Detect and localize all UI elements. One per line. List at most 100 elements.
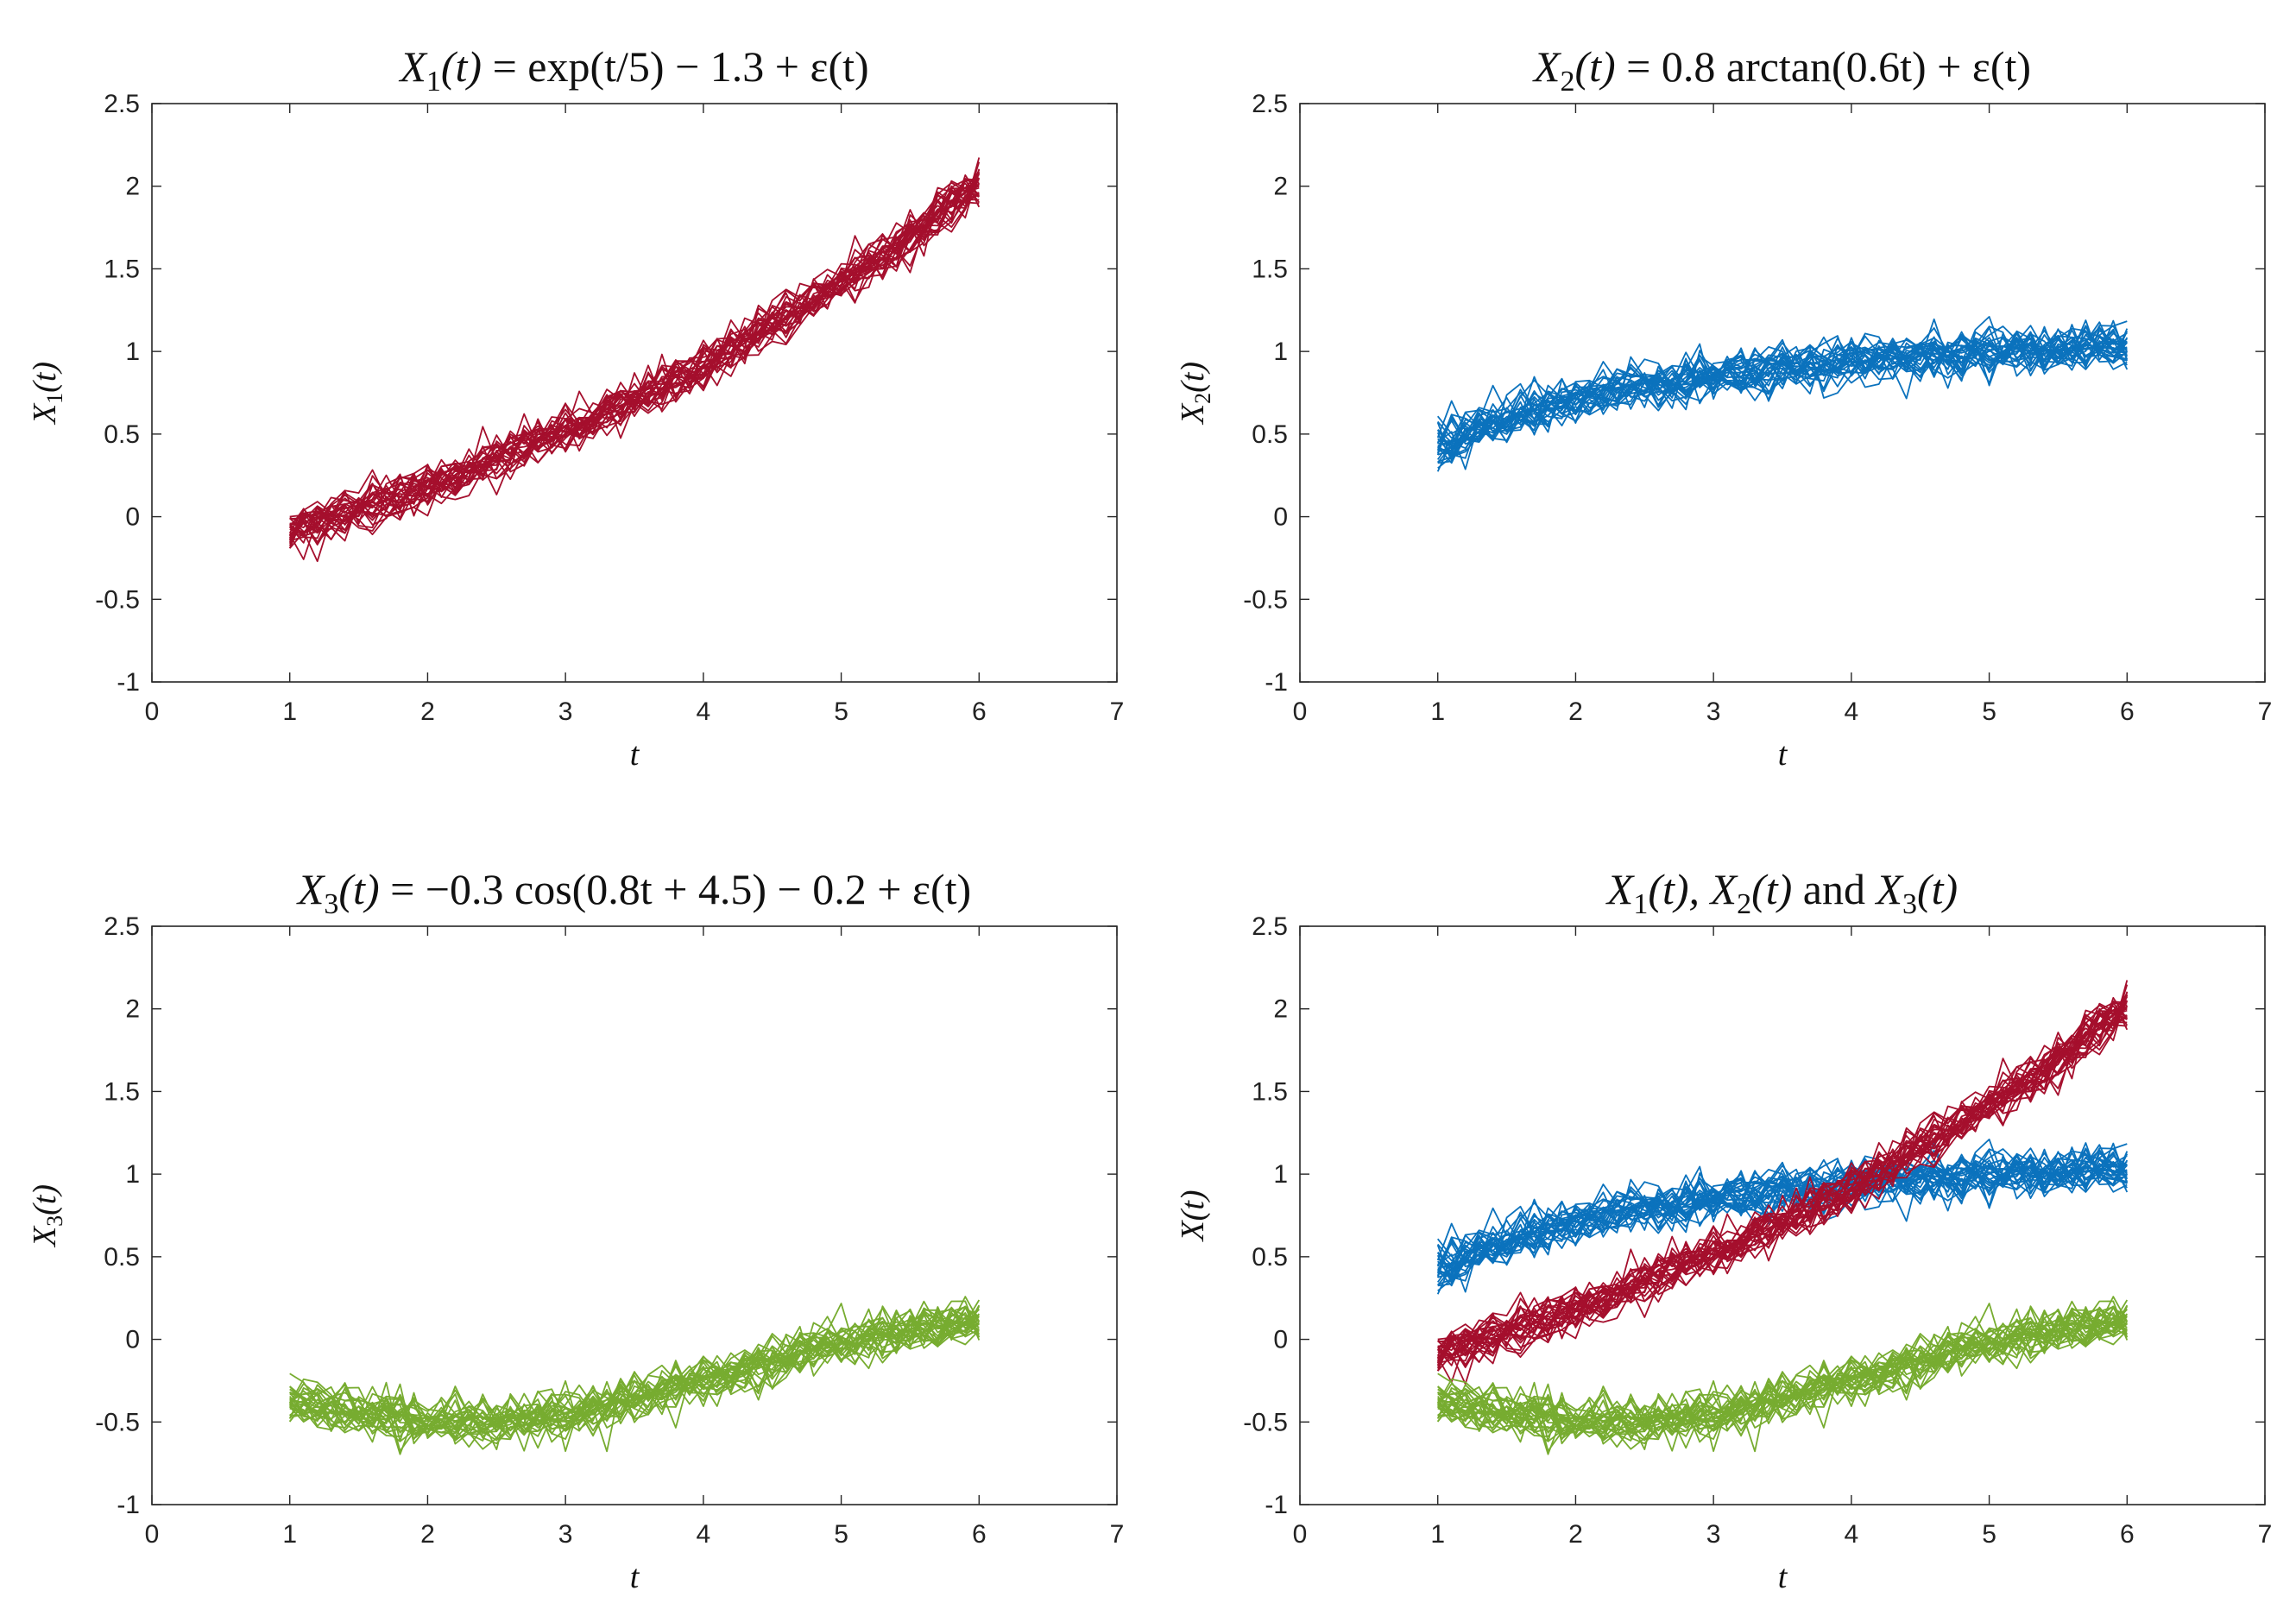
y-tick-label: 2 (1273, 995, 1288, 1024)
y-tick-label: 2.5 (1252, 912, 1288, 941)
series-line-x1-30 (288, 178, 980, 540)
y-tick-label: -0.5 (95, 585, 140, 614)
x-tick-label: 2 (420, 1520, 435, 1549)
series-line-x1-12 (1437, 1000, 2128, 1341)
x-tick-label: 5 (1982, 697, 1996, 726)
x-tick-label: 6 (2120, 1520, 2135, 1549)
y-tick-label: 2 (125, 995, 140, 1024)
axes-box (1299, 103, 2266, 683)
series-line-x3-29 (289, 1319, 980, 1442)
x-tick-label: 6 (972, 697, 987, 726)
axes-box (151, 925, 1118, 1505)
y-tick-label: 2.5 (104, 90, 140, 118)
x-tick-label: 4 (697, 697, 711, 726)
series-group (288, 157, 981, 563)
x-tick-label: 7 (1110, 697, 1125, 726)
y-tick-label: 1.5 (104, 255, 140, 283)
y-tick-label: 1 (1273, 1160, 1288, 1189)
series-line-x2-28 (1437, 328, 2129, 446)
x-tick-label: 2 (1568, 1520, 1583, 1549)
chart-panel-x2: 0 1 2 3 4 5 6 7 -1 -0.5 0 0.5 1 1.5 2 2.5 t X2​(t) X2​(t) … (1175, 42, 2272, 773)
series-line-x1-26 (289, 161, 981, 534)
series-line-x3-30 (1437, 1314, 2128, 1436)
y-tick-label: 1.5 (1252, 255, 1288, 283)
x-tick-label: 7 (2258, 1520, 2273, 1549)
y-tick-label: 1 (1273, 338, 1288, 366)
y-tick-label: 0.5 (1252, 420, 1288, 449)
x-tick-label: 3 (1706, 697, 1721, 726)
x-axis-label: t (1778, 736, 1788, 773)
y-axis-label: X3​(t) (27, 1184, 67, 1248)
y-tick-label: 0 (125, 1326, 140, 1354)
series-line-x1-28 (289, 168, 981, 528)
chart-panel-all: 0 1 2 3 4 5 6 7 -1 -0.5 0 0.5 1 1.5 2 2.5 t X(t) X1​(t), X… (1175, 865, 2272, 1595)
series-line-x2-4 (1437, 330, 2129, 464)
axes-box (1299, 925, 2266, 1505)
x-tick-label: 4 (1845, 697, 1859, 726)
series-line-x3-22 (1437, 1305, 2129, 1442)
y-tick-label: 2.5 (1252, 90, 1288, 118)
y-tick-label: -0.5 (1243, 585, 1288, 614)
x-tick-label: 4 (697, 1520, 711, 1549)
series-line-x2-27 (1436, 326, 2128, 460)
y-tick-label: 1 (125, 338, 140, 366)
x-tick-label: 7 (1110, 1520, 1125, 1549)
y-axis-label: X1​(t) (27, 362, 67, 426)
x-tick-label: 2 (1568, 697, 1583, 726)
series-line-x2-30 (1437, 1153, 2128, 1265)
x-tick-label: 3 (558, 697, 573, 726)
series-line-x1-25 (289, 171, 980, 563)
series-line-x1-13 (289, 186, 980, 549)
y-tick-label: 1.5 (104, 1077, 140, 1106)
chart-panel-x1: 0 1 2 3 4 5 6 7 -1 -0.5 0 0.5 1 1.5 2 2.5 t X1​(t) X1​(t) … (27, 42, 1124, 773)
y-tick-label: 2 (125, 173, 140, 201)
series-line-x3-20 (289, 1319, 980, 1455)
x-axis-label: t (630, 1559, 640, 1595)
y-tick-label: -1 (117, 668, 140, 697)
x-tick-label: 6 (972, 1520, 987, 1549)
series-line-x2-22 (1436, 326, 2128, 454)
y-tick-label: 1 (125, 1160, 140, 1189)
x-tick-label: 0 (145, 697, 160, 726)
y-tick-label: 0.5 (104, 1243, 140, 1272)
y-tick-label: 0 (1273, 1326, 1288, 1354)
x-tick-label: 0 (145, 1520, 160, 1549)
series-line-x2-29 (1436, 328, 2129, 445)
series-line-x2-28 (1437, 1151, 2129, 1269)
x-tick-label: 5 (834, 1520, 848, 1549)
series-line-x3-20 (1437, 1319, 2128, 1455)
x-tick-label: 1 (282, 1520, 297, 1549)
y-tick-label: -1 (1265, 668, 1288, 697)
series-line-x3-30 (289, 1314, 980, 1436)
series-line-x1-29 (288, 182, 981, 543)
chart-title: X3​(t) = −0.3 cos(0.8t + 4.5) − 0.2 + ε(… (296, 865, 971, 920)
y-tick-label: 0.5 (104, 420, 140, 449)
x-axis-label: t (630, 736, 640, 773)
x-tick-label: 0 (1293, 1520, 1308, 1549)
y-tick-label: 0 (125, 503, 140, 532)
axes-box (151, 103, 1118, 683)
series-line-x1-29 (1436, 1005, 2129, 1366)
series-line-x1-13 (1437, 1008, 2128, 1372)
series-group (1436, 316, 2129, 472)
y-tick-label: 1.5 (1252, 1077, 1288, 1106)
x-tick-label: 1 (1430, 697, 1445, 726)
y-tick-label: 2 (1273, 173, 1288, 201)
series-line-x3-25 (289, 1312, 981, 1453)
y-tick-label: 0 (1273, 503, 1288, 532)
x-tick-label: 1 (1430, 1520, 1445, 1549)
panels: 0 1 2 3 4 5 6 7 -1 -0.5 0 0.5 1 1.5 2 2.5 t X1​(t) X1​(t) … (27, 42, 2272, 1595)
x-tick-label: 6 (2120, 697, 2135, 726)
y-tick-label: 2.5 (104, 912, 140, 941)
x-tick-label: 2 (420, 697, 435, 726)
series-line-x2-30 (1437, 331, 2128, 443)
x-tick-label: 0 (1293, 697, 1308, 726)
series-line-x2-22 (1436, 1149, 2128, 1277)
chart-title: X2​(t) = 0.8 arctan(0.6t) + ε(t) (1532, 42, 2031, 98)
series-line-x3-25 (1437, 1312, 2129, 1453)
series-line-x2-4 (1437, 1152, 2129, 1287)
y-axis-label: X2​(t) (1175, 362, 1215, 426)
series-line-x1-26 (1437, 984, 2129, 1357)
